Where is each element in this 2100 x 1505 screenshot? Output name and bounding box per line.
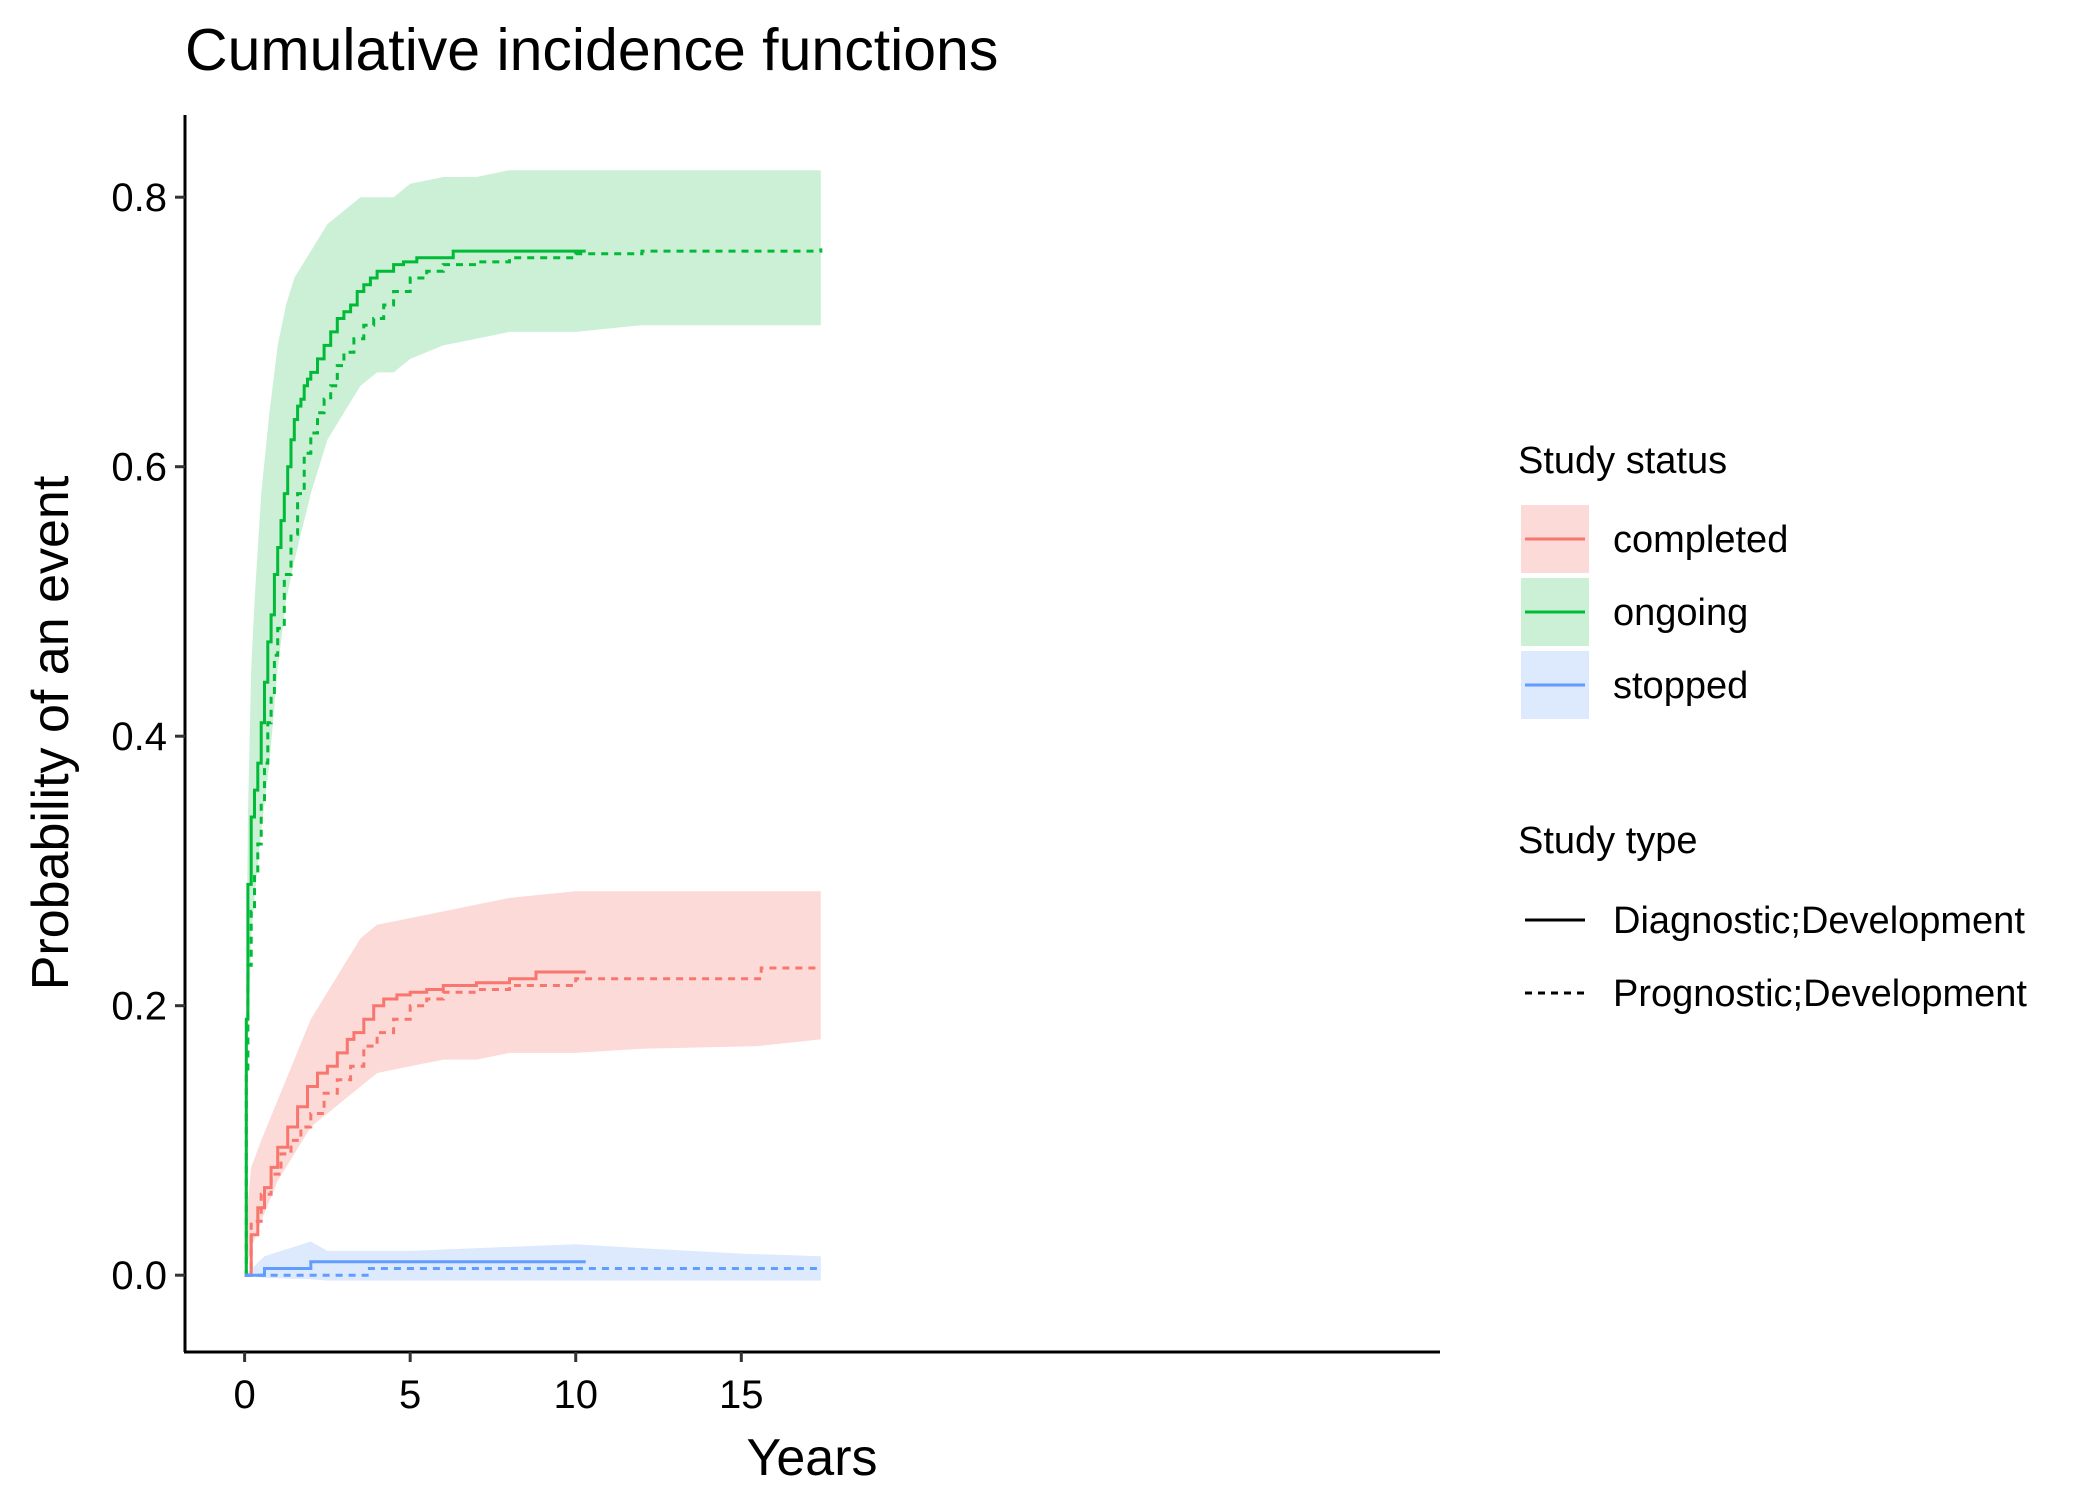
- y-tick-label: 0.8: [111, 176, 167, 220]
- y-tick-label: 0.4: [111, 715, 167, 759]
- series-line-ongoing-prognostic: [244, 248, 823, 1277]
- legend-label-prognostic: Prognostic;Development: [1613, 973, 2027, 1015]
- series-lines: [244, 248, 823, 1277]
- y-tick-label: 0.6: [111, 446, 167, 490]
- legend: Study status completed ongoing stopped Stu…: [1518, 440, 2027, 1015]
- series-line-stopped-prognostic: [244, 1267, 821, 1277]
- legend-label-diagnostic: Diagnostic;Development: [1613, 900, 2025, 942]
- series-line-completed-diagnostic: [244, 970, 586, 1277]
- legend-title-study-type: Study type: [1518, 820, 1698, 862]
- x-tick-label: 10: [553, 1373, 598, 1417]
- x-tick-label: 0: [233, 1373, 255, 1417]
- legend-label-stopped: stopped: [1613, 665, 1748, 707]
- band-ongoing: [244, 170, 821, 1276]
- legend-label-completed: completed: [1613, 519, 1788, 561]
- x-tick-label: 15: [719, 1373, 764, 1417]
- legend-study-status-items: completed ongoing stopped: [1521, 505, 1788, 719]
- band-completed: [244, 891, 821, 1276]
- y-tick-label: 0.0: [111, 1254, 167, 1298]
- legend-label-ongoing: ongoing: [1613, 592, 1748, 634]
- legend-study-type-items: Diagnostic;Development Prognostic;Develop…: [1525, 900, 2027, 1015]
- y-tick-label: 0.2: [111, 985, 167, 1029]
- x-axis-label: Years: [746, 1429, 877, 1487]
- series-line-completed-prognostic: [244, 966, 821, 1277]
- x-ticks: 0 5 10 15: [233, 1352, 764, 1417]
- y-axis-label: Probability of an event: [22, 475, 80, 990]
- chart-title: Cumulative incidence functions: [185, 17, 998, 83]
- x-tick-label: 5: [399, 1373, 421, 1417]
- y-ticks: 0.0 0.2 0.4 0.6 0.8: [111, 176, 185, 1298]
- series-line-ongoing-diagnostic: [244, 249, 586, 1277]
- legend-title-study-status: Study status: [1518, 440, 1727, 482]
